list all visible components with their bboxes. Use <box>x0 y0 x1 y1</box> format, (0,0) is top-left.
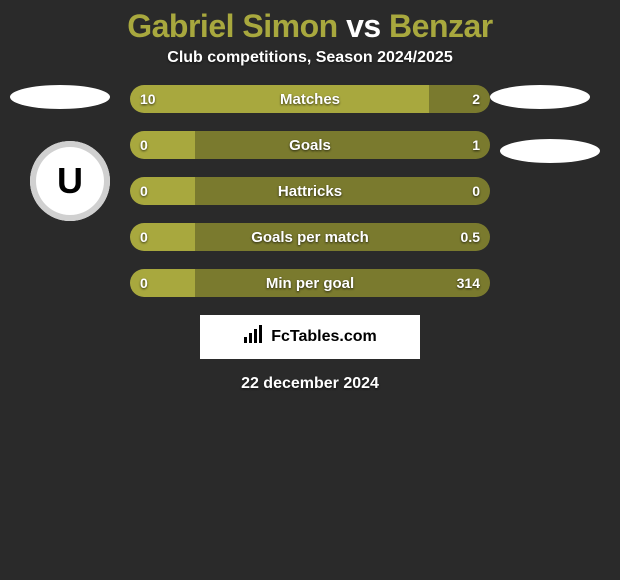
chart-icon <box>243 325 265 350</box>
stat-row: 00.5Goals per match <box>130 223 490 251</box>
stat-row: 01Goals <box>130 131 490 159</box>
team1-badge-letter: U <box>57 160 83 202</box>
stat-label: Matches <box>130 85 490 113</box>
comparison-bars: 102Matches 01Goals 00Hattricks 00.5Goals pe… <box>130 85 490 297</box>
team2-badge-oval-2 <box>500 139 600 163</box>
stat-row: 00Hattricks <box>130 177 490 205</box>
team2-badge-oval-1 <box>490 85 590 109</box>
player1-name: Gabriel Simon <box>127 8 337 44</box>
subtitle: Club competitions, Season 2024/2025 <box>0 49 620 85</box>
footer-date: 22 december 2024 <box>0 375 620 393</box>
player2-name: Benzar <box>389 8 493 44</box>
comparison-content: U 102Matches 01Goals 00Hattricks 00.5Goals … <box>0 85 620 393</box>
stat-row: 102Matches <box>130 85 490 113</box>
vs-separator: vs <box>338 8 389 44</box>
team1-badge-round: U <box>30 141 110 221</box>
stat-label: Min per goal <box>130 269 490 297</box>
team1-badge-oval <box>10 85 110 109</box>
comparison-title: Gabriel Simon vs Benzar <box>0 0 620 49</box>
stat-row: 0314Min per goal <box>130 269 490 297</box>
stat-label: Goals per match <box>130 223 490 251</box>
stat-label: Hattricks <box>130 177 490 205</box>
stat-label: Goals <box>130 131 490 159</box>
brand-text: FcTables.com <box>271 328 377 346</box>
brand-footer[interactable]: FcTables.com <box>200 315 420 359</box>
